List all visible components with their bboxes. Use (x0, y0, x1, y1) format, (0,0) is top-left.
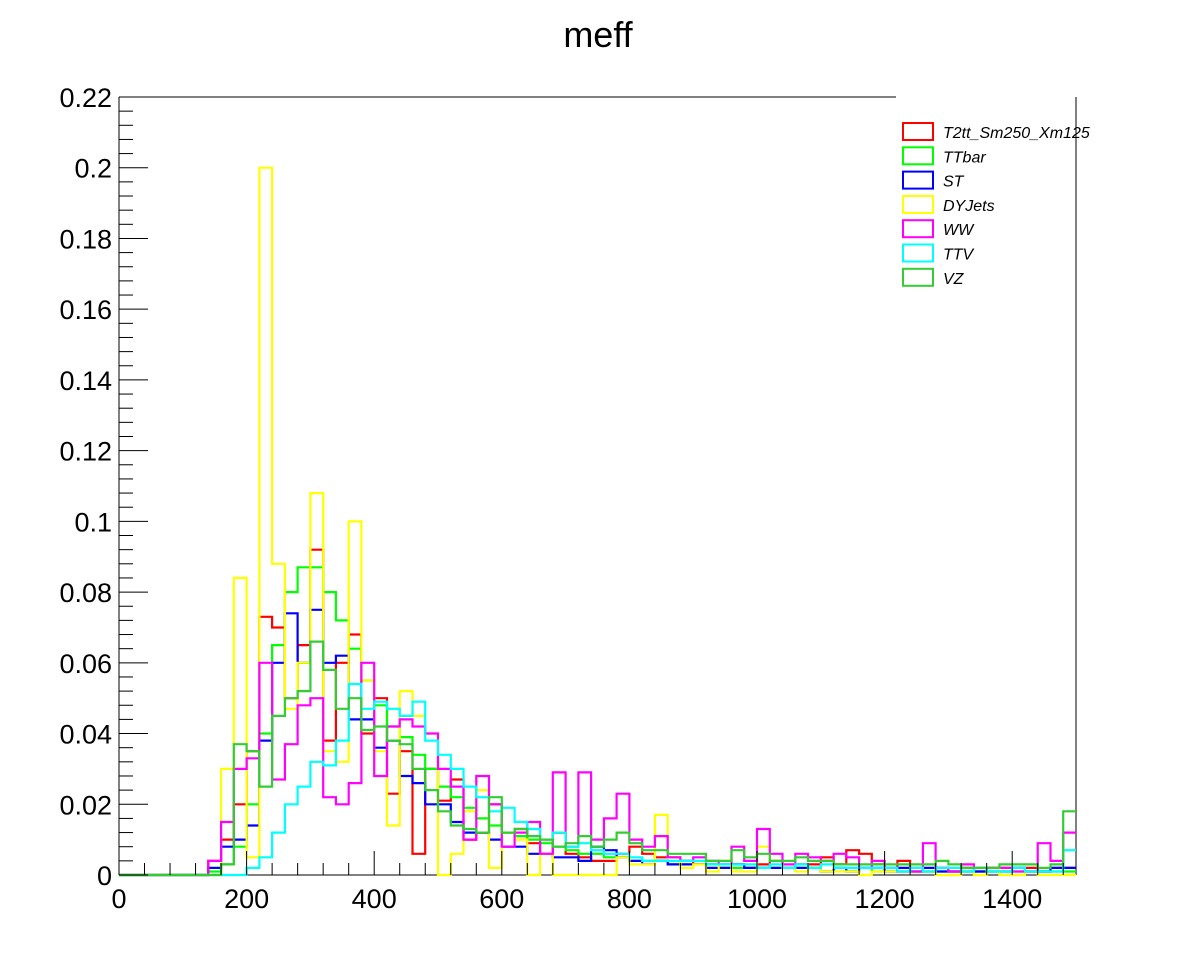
y-tick-label: 0.1 (74, 507, 112, 537)
plot-frame (118, 96, 1077, 876)
legend-swatch (902, 122, 934, 141)
legend-swatch (902, 146, 934, 166)
legend: T2tt_Sm250_Xm125 TTbar ST DYJets WW TTV VZ (902, 122, 1090, 288)
y-tick-label: 0.2 (74, 154, 112, 184)
x-tick-label: 600 (479, 884, 524, 914)
x-tick-label: 1400 (982, 884, 1042, 914)
series-line-t2tt-sm250-xm125 (119, 548, 1076, 877)
legend-label: VZ (943, 271, 965, 288)
axes-layer: 0 200 400 600 800 1000 1200 1400 0 0.02 0.04 0.06 0.… (59, 83, 1064, 914)
series-line-st (119, 608, 1076, 877)
x-tick-label: 0 (111, 884, 126, 914)
legend-swatch (902, 243, 934, 263)
x-tick-label: 800 (607, 884, 652, 914)
x-tick-label: 200 (224, 884, 269, 914)
y-tick-label: 0.14 (59, 366, 112, 396)
y-tick-label: 0 (97, 861, 112, 891)
legend-label: TTV (943, 247, 975, 264)
legend-label: WW (943, 222, 975, 239)
x-tick-label: 1200 (855, 884, 915, 914)
legend-swatch (902, 194, 934, 214)
y-tick-label: 0.18 (59, 224, 112, 254)
y-tick-label: 0.08 (59, 578, 112, 608)
legend-swatch (902, 219, 934, 239)
series-line-vz (119, 640, 1076, 877)
legend-swatch (902, 267, 934, 287)
y-tick-label: 0.22 (59, 83, 112, 113)
x-tick-label: 1000 (727, 884, 787, 914)
legend-label: ST (943, 174, 965, 191)
y-tick-label: 0.12 (59, 437, 112, 467)
series-line-ttbar (119, 566, 1076, 877)
chart-title: meff (563, 14, 633, 55)
y-tick-label: 0.02 (59, 790, 112, 820)
legend-label: DYJets (943, 198, 995, 215)
series-line-ww (119, 661, 1076, 877)
y-tick-label: 0.06 (59, 649, 112, 679)
series-layer (119, 166, 1076, 877)
legend-label: T2tt_Sm250_Xm125 (943, 125, 1090, 142)
x-tick-label: 400 (352, 884, 397, 914)
series-line-ttv (119, 682, 1076, 877)
y-tick-label: 0.04 (59, 720, 112, 750)
legend-label: TTbar (943, 149, 986, 166)
y-tick-label: 0.16 (59, 295, 112, 325)
legend-swatch (902, 170, 934, 190)
